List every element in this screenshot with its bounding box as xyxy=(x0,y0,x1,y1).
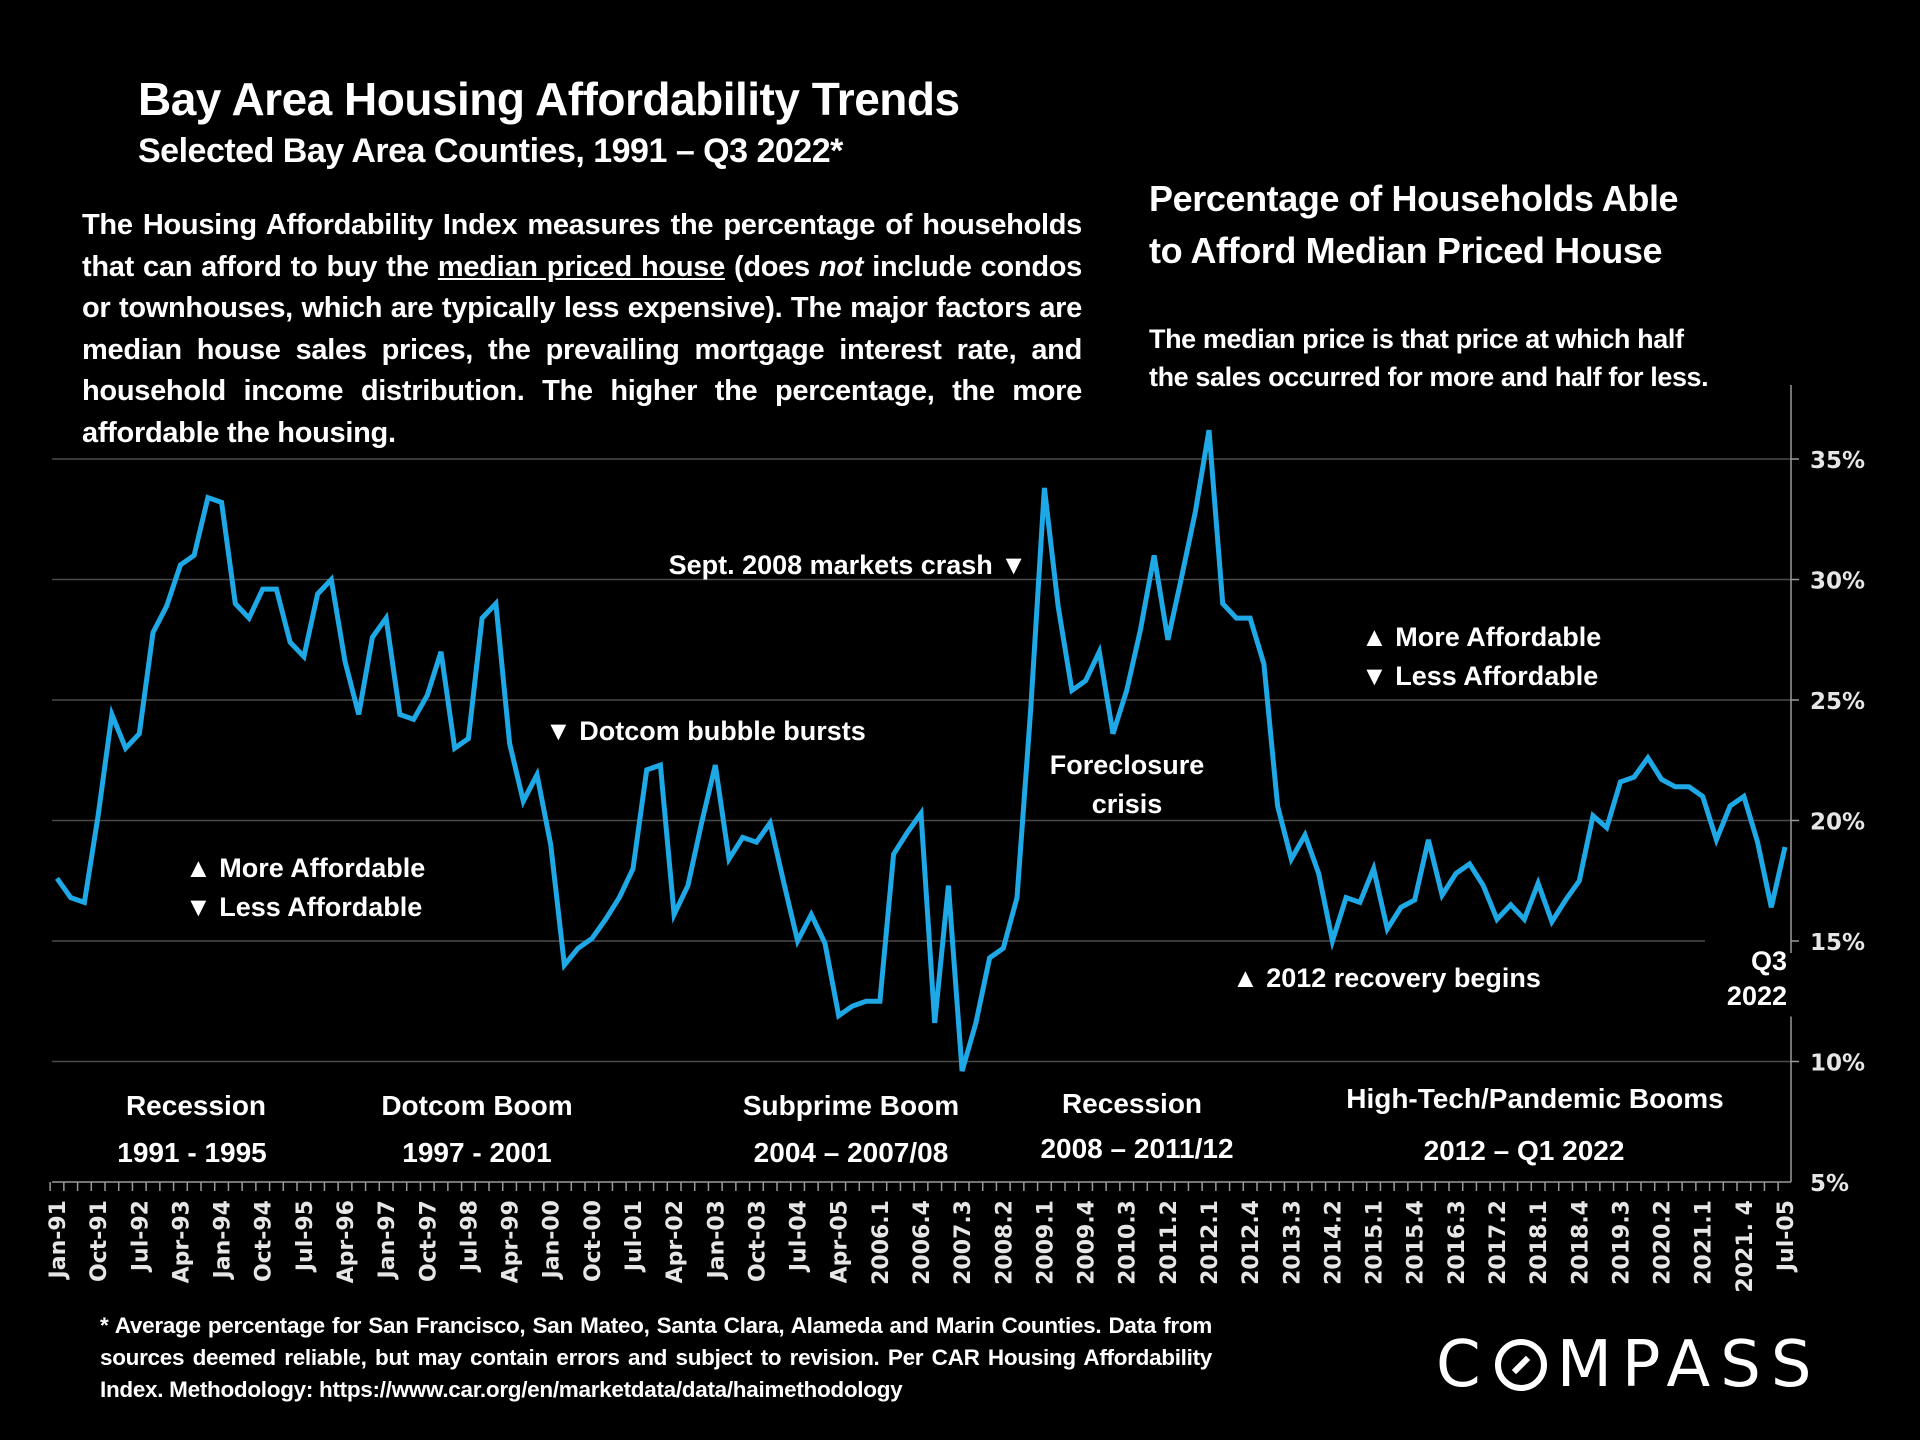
annotation-dotcom-bubble: ▼ Dotcom bubble bursts xyxy=(545,716,866,746)
description-underlined: median priced house xyxy=(437,250,725,283)
period-label-name: Recession xyxy=(126,1090,266,1121)
y-tick-label: 20% xyxy=(1810,810,1865,836)
logo-text-suffix: MPASS xyxy=(1556,1328,1822,1402)
y-tick-label: 10% xyxy=(1810,1051,1865,1077)
x-tick-label: 2007.3 xyxy=(951,1200,976,1285)
x-tick-label: 2013.3 xyxy=(1280,1200,1305,1285)
page-title: Bay Area Housing Affordability Trends xyxy=(138,73,960,125)
annotation-crisis: crisis xyxy=(1092,789,1163,819)
x-tick-label: 2006.1 xyxy=(869,1200,894,1285)
x-tick-label: Jul-95 xyxy=(293,1200,318,1273)
x-tick-label: 2009.1 xyxy=(1033,1200,1058,1285)
median-note: The median price is that price at which … xyxy=(1149,320,1709,396)
annotation-foreclosure: Foreclosure xyxy=(1050,750,1205,780)
x-tick-label: Jan-00 xyxy=(540,1200,565,1280)
x-tick-label: Jul-01 xyxy=(622,1200,647,1273)
annotation-less-affordable-right: ▼ Less Affordable xyxy=(1361,661,1598,691)
logo-text-prefix: C xyxy=(1436,1328,1491,1402)
annotation-more-affordable-right: ▲ More Affordable xyxy=(1361,622,1601,652)
x-tick-label: 2021. 4 xyxy=(1733,1200,1758,1293)
x-tick-label: Jul-98 xyxy=(457,1200,482,1273)
y-tick-label: 15% xyxy=(1810,930,1865,956)
period-label-name: Dotcom Boom xyxy=(381,1090,572,1121)
y-axis: 5% 10% 15% 20% 25% 30% 35% xyxy=(1790,385,1865,1197)
period-label-range: 2004 – 2007/08 xyxy=(754,1137,949,1168)
x-tick-label: 2015.4 xyxy=(1404,1200,1429,1285)
annotation-2012-recovery: ▲ 2012 recovery begins xyxy=(1232,963,1541,993)
x-tick-label: 2017.2 xyxy=(1486,1200,1511,1285)
period-label-range: 1991 - 1995 xyxy=(117,1137,266,1168)
x-tick-label: Jan-97 xyxy=(375,1200,400,1280)
x-tick-label: 2011.2 xyxy=(1157,1200,1182,1285)
chart-title-line: Percentage of Households Able xyxy=(1149,178,1679,219)
compass-o-icon xyxy=(1494,1339,1547,1391)
description-italic: not xyxy=(818,250,864,283)
x-tick-label: 2012.4 xyxy=(1239,1200,1264,1285)
x-tick-label: 2008.2 xyxy=(992,1200,1017,1285)
annotation-2022: 2022 xyxy=(1727,981,1787,1011)
x-tick-label: Oct-00 xyxy=(581,1200,606,1282)
y-tick-label: 5% xyxy=(1810,1171,1849,1197)
period-label-range: 2008 – 2011/12 xyxy=(1040,1133,1233,1164)
x-tick-label: 2016.3 xyxy=(1445,1200,1470,1285)
period-label-name: High-Tech/Pandemic Booms xyxy=(1346,1083,1724,1114)
chart-title: Percentage of Households Able to Afford … xyxy=(1149,173,1679,277)
x-tick-label: 2010.3 xyxy=(1116,1200,1141,1285)
description-text: include condos or townhouses, which are … xyxy=(82,250,1082,449)
x-tick-label: 2009.4 xyxy=(1075,1200,1100,1285)
x-tick-label: Oct-03 xyxy=(745,1200,770,1282)
y-tick-label: 30% xyxy=(1810,569,1865,595)
x-tick-label: Apr-99 xyxy=(499,1200,524,1283)
index-description: The Housing Affordability Index measures… xyxy=(82,205,1082,455)
period-label-name: Subprime Boom xyxy=(743,1090,959,1121)
x-tick-label: 2021.1 xyxy=(1692,1200,1717,1285)
description-text: (does xyxy=(724,250,819,283)
x-tick-label: Jan-03 xyxy=(704,1200,729,1280)
x-tick-label: 2018.4 xyxy=(1568,1200,1593,1285)
x-tick-label: 2020.2 xyxy=(1651,1200,1676,1285)
y-tick-label: 35% xyxy=(1810,448,1865,474)
x-tick-label: 2006.4 xyxy=(910,1200,935,1285)
chart-title-line: to Afford Median Priced House xyxy=(1149,230,1663,271)
period-label-range: 1997 - 2001 xyxy=(402,1137,551,1168)
y-tick-label: 25% xyxy=(1810,689,1865,715)
x-tick-label: Jan-91 xyxy=(46,1200,71,1280)
x-tick-label: 2018.1 xyxy=(1527,1200,1552,1285)
footnote: * Average percentage for San Francisco, … xyxy=(100,1313,1212,1402)
x-tick-label: Apr-96 xyxy=(334,1200,359,1283)
x-tick-label: 2014.2 xyxy=(1321,1200,1346,1285)
compass-logo: C MPASS xyxy=(1436,1328,1821,1402)
period-label-range: 2012 – Q1 2022 xyxy=(1424,1135,1625,1166)
x-tick-label: Jul-05 xyxy=(1774,1200,1799,1273)
affordability-series-line xyxy=(54,429,1788,1072)
x-axis: Jan-91 Oct-91 Jul-92 Apr-93 Jan-94 Oct-94 Jul-… xyxy=(46,1181,1799,1293)
x-tick-label: Oct-97 xyxy=(416,1200,441,1282)
x-tick-label: Oct-94 xyxy=(252,1200,277,1282)
x-tick-label: Jul-04 xyxy=(787,1200,812,1273)
annotation-2008-crash: Sept. 2008 markets crash ▼ xyxy=(669,550,1027,580)
annotation-q3: Q3 xyxy=(1751,946,1787,976)
median-note-line: the sales occurred for more and half for… xyxy=(1149,362,1709,392)
x-tick-label: Apr-05 xyxy=(828,1200,853,1283)
annotation-more-affordable-left: ▲ More Affordable xyxy=(185,853,425,883)
x-tick-label: Apr-02 xyxy=(663,1200,688,1283)
x-tick-label: Apr-93 xyxy=(169,1200,194,1283)
median-note-line: The median price is that price at which … xyxy=(1149,324,1684,354)
period-label-name: Recession xyxy=(1062,1088,1202,1119)
page-subtitle: Selected Bay Area Counties, 1991 – Q3 20… xyxy=(138,132,843,170)
x-tick-label: Jul-92 xyxy=(128,1200,153,1273)
x-tick-label: Jan-94 xyxy=(211,1200,236,1280)
x-tick-label: Oct-91 xyxy=(87,1200,112,1282)
description-text: The Housing Affordability Index measures… xyxy=(82,209,1082,283)
x-tick-label: 2012.1 xyxy=(1198,1200,1223,1285)
annotation-less-affordable-left: ▼ Less Affordable xyxy=(185,892,422,922)
x-tick-label: 2019.3 xyxy=(1609,1200,1634,1285)
x-tick-label: 2015.1 xyxy=(1363,1200,1388,1285)
